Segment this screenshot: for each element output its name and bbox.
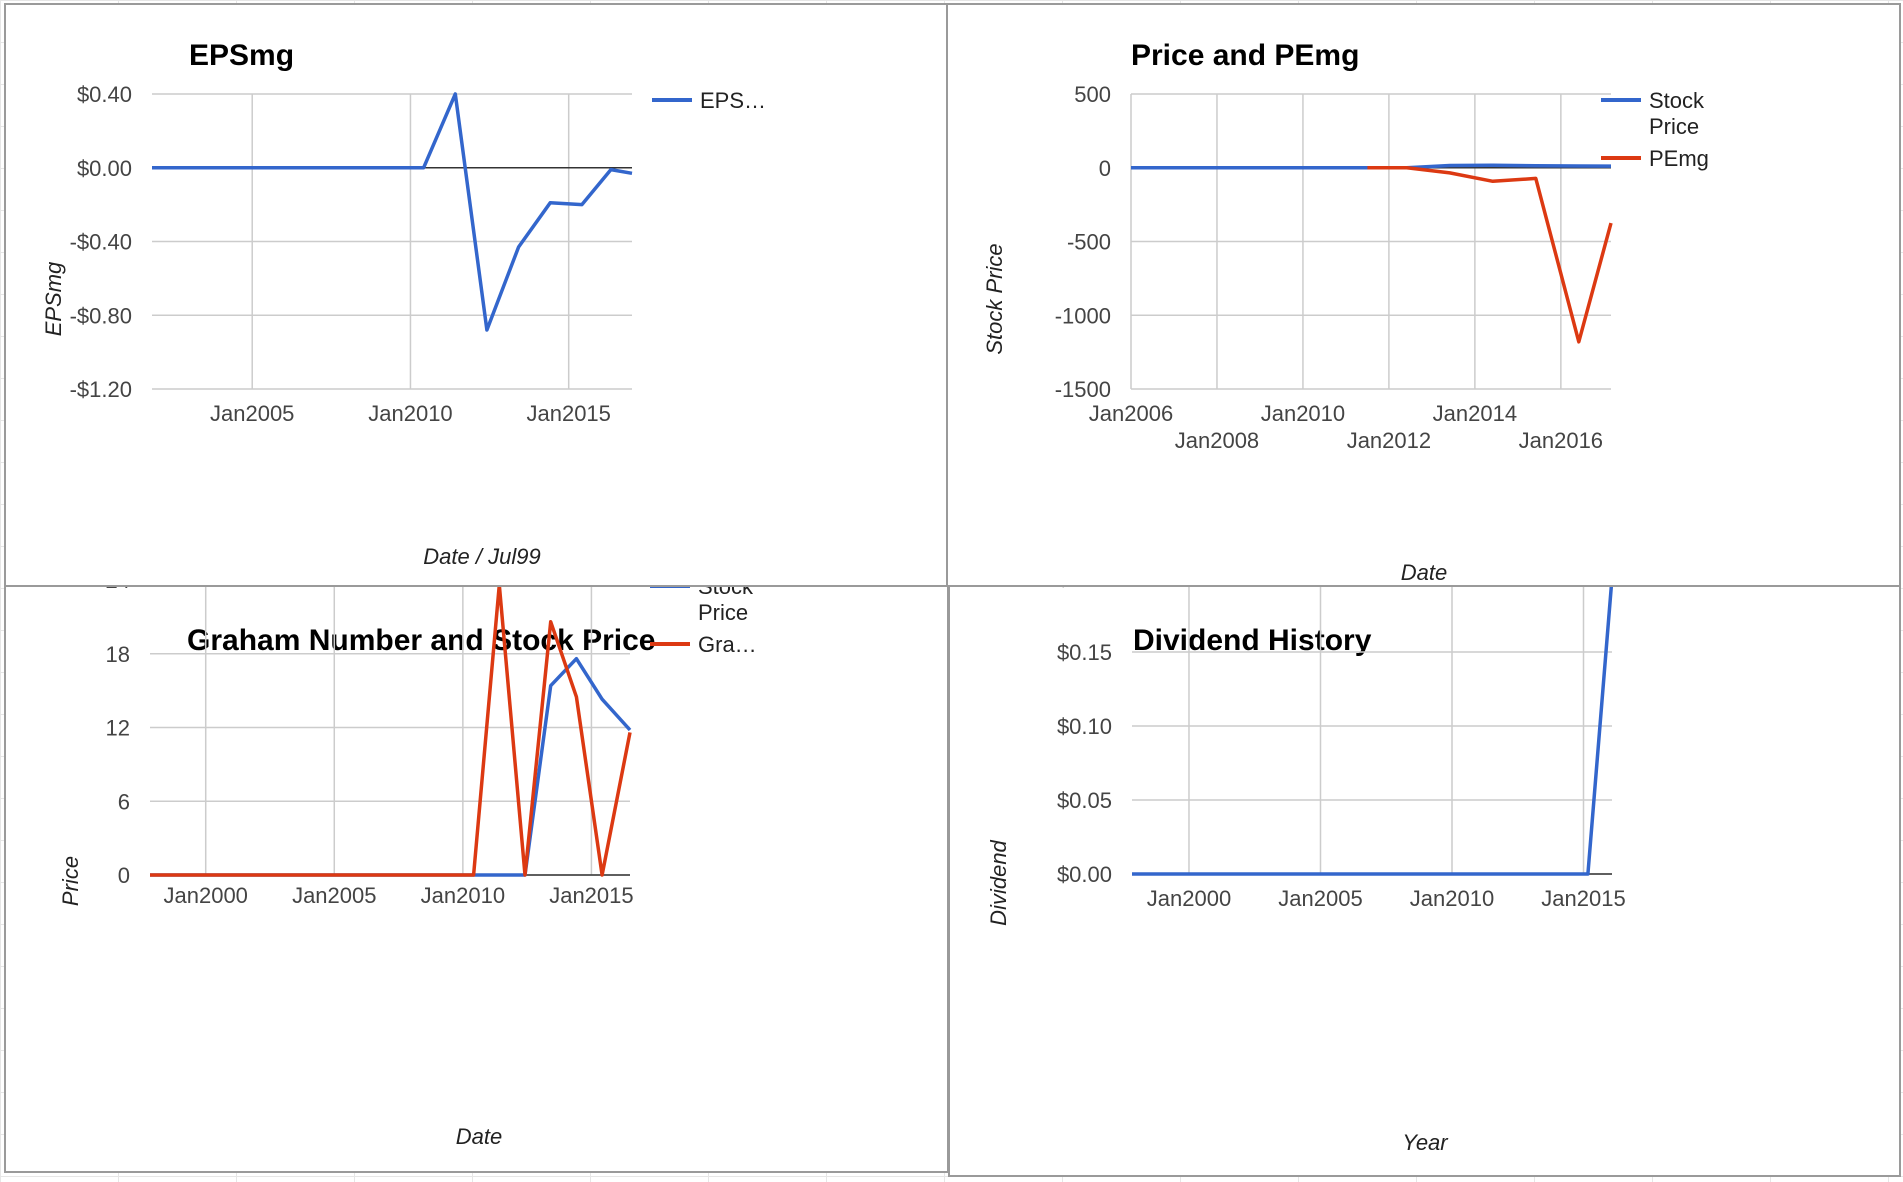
y-tick-label: $0.10 [1057,714,1112,739]
y-tick-label: 18 [106,642,130,667]
dividend-history-chart: Dividend History $0.20$0.15$0.10$0.05$0.… [986,587,1626,1155]
x-tick-label: Jan2015 [526,401,610,426]
x-tick-label: Jan2010 [1261,401,1345,426]
series-line-1 [150,587,632,877]
legend-label: PEmg [1649,146,1709,171]
y-tick-label: -$1.20 [70,377,132,402]
y-tick-label: 0 [118,863,130,888]
chart-title: EPSmg [189,39,294,72]
x-tick-label: Jan2014 [1433,401,1517,426]
y-axis-title: Price [58,856,83,906]
epsmg-chart: EPSmg $0.40 $0.00 -$0.40 -$0.80 -$1.20 Jan200… [41,39,766,569]
series-line-0 [1132,587,1614,876]
legend-label: Gra… [698,632,757,657]
x-tick-label: Jan2010 [1410,886,1494,911]
x-axis-title: Date / Jul99 [423,544,540,569]
x-tick-label: Jan2000 [1147,886,1231,911]
chart-title: Graham Number and Stock Price [187,624,656,657]
y-axis-title: Dividend [986,839,1011,925]
x-tick-label: Jan2005 [292,883,376,908]
series-line-1 [1367,166,1613,344]
graham-number-chart: Graham Number and Stock Price 24 18 12 6 0 Ja… [58,587,757,1149]
x-axis-title: Date [1401,560,1447,585]
y-tick-label: -$0.40 [70,230,132,255]
price-pemg-chart: Price and PEmg 500 0 -500 -1000 -1500Jan2006… [982,39,1709,585]
y-tick-label: -1000 [1055,303,1111,328]
x-axis-title: Year [1402,1130,1449,1155]
x-tick-label: Jan2010 [368,401,452,426]
chart-panel-epsmg[interactable]: EPSmg $0.40 $0.00 -$0.40 -$0.80 -$1.20 Jan200… [4,3,949,588]
y-tick-label: 500 [1074,82,1111,107]
y-axis-title: EPSmg [41,261,66,336]
chart-panel-price-and-pemg[interactable]: Price and PEmg 500 0 -500 -1000 -1500 Jan2006… [946,3,1901,588]
x-tick-label: Jan2012 [1347,428,1431,453]
series-line-0 [150,656,632,877]
y-tick-label: -500 [1067,230,1111,255]
x-tick-label: Jan2016 [1519,428,1603,453]
x-tick-label: Jan2010 [421,883,505,908]
x-tick-label: Jan2005 [1278,886,1362,911]
y-axis-title: Stock Price [982,243,1007,354]
x-tick-label: Jan2015 [549,883,633,908]
chart-panel-graham-number[interactable]: Graham Number and Stock Price 24 18 12 6 0 Ja… [4,585,949,1173]
y-tick-label: -$0.80 [70,303,132,328]
x-tick-label: Jan2005 [210,401,294,426]
chart-panel-dividend-history[interactable]: Dividend History $0.20$0.15$0.10$0.05$0.… [948,585,1901,1177]
x-tick-label: Jan2008 [1175,428,1259,453]
y-tick-label: 12 [106,716,130,741]
y-tick-label: 6 [118,789,130,814]
y-tick-label: $0.20 [1057,587,1112,591]
y-tick-label: 0 [1099,156,1111,181]
x-tick-label: Jan2015 [1541,886,1625,911]
x-axis-title: Date [456,1124,502,1149]
y-tick-label: $0.00 [77,156,132,181]
x-tick-label: Jan2000 [164,883,248,908]
y-tick-label: $0.05 [1057,788,1112,813]
legend-label: EPS… [700,88,766,113]
y-tick-label: $0.15 [1057,640,1112,665]
y-tick-label: 24 [106,587,130,593]
y-tick-label: -1500 [1055,377,1111,402]
series-line-0 [152,92,633,332]
y-tick-label: $0.00 [1057,862,1112,887]
chart-title: Price and PEmg [1131,39,1359,72]
y-tick-label: $0.40 [77,82,132,107]
x-tick-label: Jan2006 [1089,401,1173,426]
